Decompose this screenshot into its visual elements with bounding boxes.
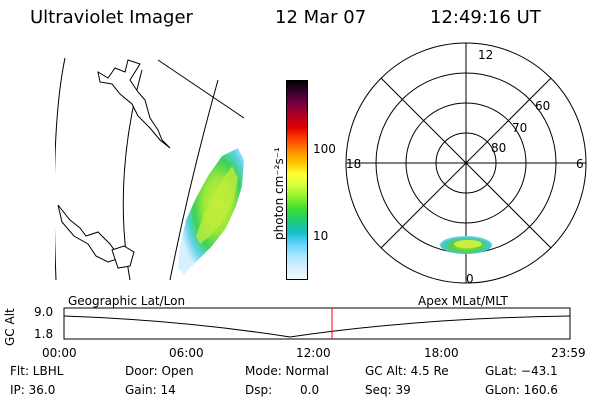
time-tick-0600: 06:00	[169, 346, 204, 360]
mlt-label-0: 0	[466, 272, 474, 285]
colorbar-gradient	[287, 81, 307, 279]
gc-alt-tick-top: 9.0	[34, 305, 54, 319]
dsp-value: 0.0	[300, 383, 320, 397]
header-time: 12:49:16 UT	[430, 7, 541, 28]
mlt-label-6: 6	[576, 157, 584, 171]
glat-readout: GLat: −43.1	[485, 364, 558, 378]
coastline	[111, 245, 135, 269]
geographic-map	[55, 57, 245, 281]
door-readout: Door: Open	[125, 364, 194, 378]
time-tick-2359: 23:59	[551, 346, 586, 360]
geographic-latlon-label: Geographic Lat/Lon	[68, 294, 186, 308]
time-tick-1200: 12:00	[296, 346, 331, 360]
orbit-altitude-curve	[63, 315, 571, 338]
polar-plot: 12 6 0 18 60 70 80	[345, 42, 587, 285]
apex-mlat-mlt-label: Apex MLat/MLT	[418, 294, 508, 308]
filter-readout: Flt: LBHL	[10, 364, 64, 378]
colorbar-unit-label: photon cm⁻²s⁻¹	[272, 147, 286, 240]
mlt-label-12: 12	[478, 48, 493, 62]
gc-alt-axis-label: GC Alt	[3, 308, 17, 346]
map-grid-line	[157, 59, 245, 119]
colorbar-scale	[286, 80, 308, 280]
lat-label-60: 60	[535, 99, 550, 113]
lat-label-80: 80	[491, 141, 506, 155]
ip-readout: IP: 36.0	[10, 383, 56, 397]
aurora-core	[196, 166, 238, 244]
time-tick-1800: 18:00	[424, 346, 459, 360]
coastline	[57, 204, 121, 263]
colorbar-tick-10: 10	[313, 229, 329, 243]
map-grid-line	[169, 79, 219, 281]
polar-axis	[380, 77, 552, 249]
colorbar-tick-100: 100	[313, 142, 336, 156]
time-tick-0000: 00:00	[42, 346, 77, 360]
gain-readout: Gain: 14	[125, 383, 176, 397]
mode-readout: Mode: Normal	[245, 364, 329, 378]
timeline-frame	[63, 307, 571, 340]
aurora-core-polar	[454, 240, 482, 248]
seq-readout: Seq: 39	[365, 383, 411, 397]
app-title: Ultraviolet Imager	[30, 7, 193, 28]
coastline	[97, 59, 171, 149]
mlt-label-18: 18	[346, 157, 361, 171]
gc-alt-tick-bottom: 1.8	[34, 327, 54, 341]
gc-alt-readout: GC Alt: 4.5 Re	[365, 364, 449, 378]
map-grid-line	[55, 57, 66, 281]
glon-readout: GLon: 160.6	[485, 383, 558, 397]
orbit-timeline	[63, 307, 571, 340]
dsp-label: Dsp:	[245, 383, 273, 397]
header-date: 12 Mar 07	[275, 7, 367, 28]
lat-label-70: 70	[512, 121, 527, 135]
